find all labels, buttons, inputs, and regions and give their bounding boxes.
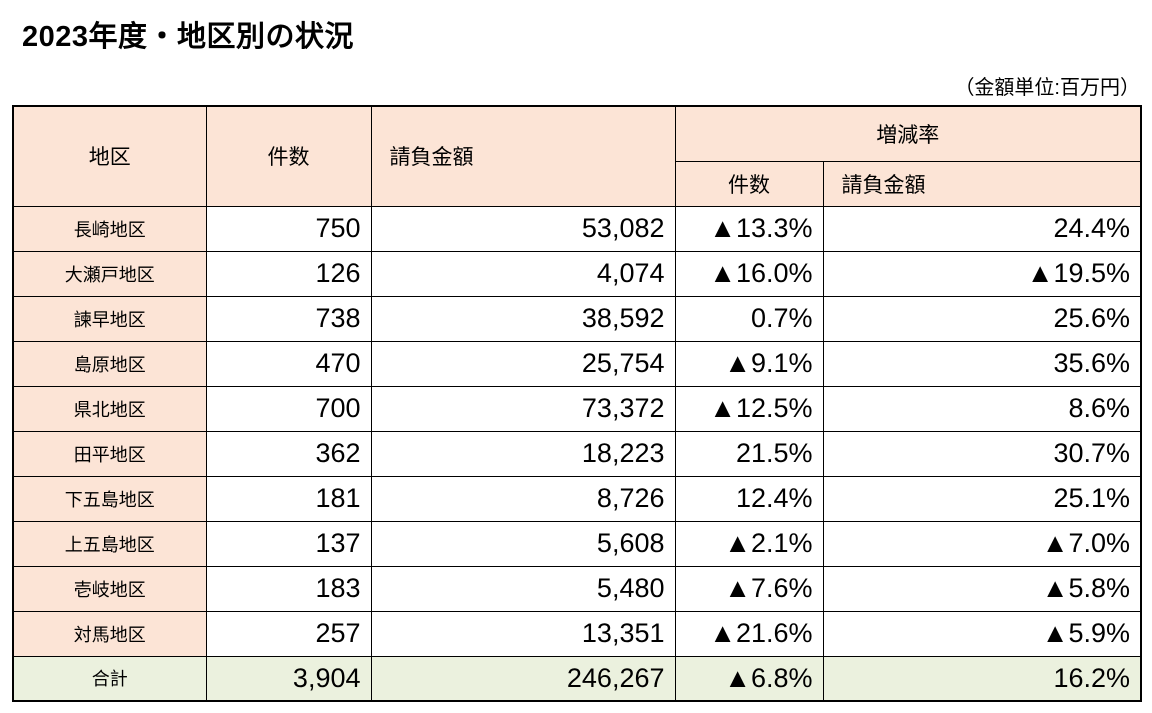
table-row: 長崎地区 750 53,082 ▲13.3% 24.4% bbox=[12, 205, 1142, 252]
cell-rate-count: 12.4% bbox=[674, 475, 824, 522]
table-row: 田平地区 362 18,223 21.5% 30.7% bbox=[12, 430, 1142, 477]
cell-total-rate-count: ▲6.8% bbox=[674, 655, 824, 702]
page-title: 2023年度・地区別の状況 bbox=[22, 21, 355, 53]
table-row: 対馬地区 257 13,351 ▲21.6% ▲5.9% bbox=[12, 610, 1142, 657]
cell-rate-count: ▲21.6% bbox=[674, 610, 824, 657]
cell-count: 470 bbox=[205, 340, 372, 387]
cell-rate-count: ▲13.3% bbox=[674, 205, 824, 252]
table-body: 長崎地区 750 53,082 ▲13.3% 24.4% 大瀬戸地区 126 4… bbox=[12, 205, 1142, 702]
cell-amount: 8,726 bbox=[370, 475, 676, 522]
table-row: 島原地区 470 25,754 ▲9.1% 35.6% bbox=[12, 340, 1142, 387]
cell-amount: 73,372 bbox=[370, 385, 676, 432]
cell-district: 壱岐地区 bbox=[12, 565, 207, 612]
cell-count: 700 bbox=[205, 385, 372, 432]
cell-rate-amount: 24.4% bbox=[822, 205, 1142, 252]
table-row: 諫早地区 738 38,592 0.7% 25.6% bbox=[12, 295, 1142, 342]
cell-rate-amount: ▲5.9% bbox=[822, 610, 1142, 657]
cell-total-count: 3,904 bbox=[205, 655, 372, 702]
cell-rate-amount: 8.6% bbox=[822, 385, 1142, 432]
cell-rate-amount: 30.7% bbox=[822, 430, 1142, 477]
cell-amount: 18,223 bbox=[370, 430, 676, 477]
cell-count: 181 bbox=[205, 475, 372, 522]
cell-rate-amount: 35.6% bbox=[822, 340, 1142, 387]
cell-rate-count: ▲12.5% bbox=[674, 385, 824, 432]
cell-count: 137 bbox=[205, 520, 372, 567]
table-row: 壱岐地区 183 5,480 ▲7.6% ▲5.8% bbox=[12, 565, 1142, 612]
cell-count: 126 bbox=[205, 250, 372, 297]
cell-district: 諫早地区 bbox=[12, 295, 207, 342]
cell-district: 島原地区 bbox=[12, 340, 207, 387]
cell-district: 上五島地区 bbox=[12, 520, 207, 567]
cell-rate-amount: ▲19.5% bbox=[822, 250, 1142, 297]
table-row: 上五島地区 137 5,608 ▲2.1% ▲7.0% bbox=[12, 520, 1142, 567]
header-district: 地区 bbox=[12, 105, 207, 207]
table-row: 大瀬戸地区 126 4,074 ▲16.0% ▲19.5% bbox=[12, 250, 1142, 297]
unit-note: （金額単位:百万円） bbox=[954, 77, 1140, 99]
cell-count: 257 bbox=[205, 610, 372, 657]
cell-district: 長崎地区 bbox=[12, 205, 207, 252]
cell-amount: 25,754 bbox=[370, 340, 676, 387]
cell-count: 362 bbox=[205, 430, 372, 477]
cell-total-label: 合計 bbox=[12, 655, 207, 702]
header-row-1: 地区 件数 請負金額 増減率 bbox=[12, 105, 1142, 207]
cell-rate-count: ▲9.1% bbox=[674, 340, 824, 387]
cell-count: 750 bbox=[205, 205, 372, 252]
cell-district: 大瀬戸地区 bbox=[12, 250, 207, 297]
cell-total-rate-amount: 16.2% bbox=[822, 655, 1142, 702]
cell-district: 対馬地区 bbox=[12, 610, 207, 657]
cell-count: 738 bbox=[205, 295, 372, 342]
cell-amount: 53,082 bbox=[370, 205, 676, 252]
cell-rate-amount: ▲5.8% bbox=[822, 565, 1142, 612]
header-amount: 請負金額 bbox=[370, 105, 676, 207]
cell-rate-amount: ▲7.0% bbox=[822, 520, 1142, 567]
table-header: 地区 件数 請負金額 増減率 件数 請負金額 bbox=[12, 105, 1142, 207]
header-row-2: 件数 請負金額 bbox=[13, 160, 1142, 207]
header-rate-group: 増減率 bbox=[674, 105, 1142, 162]
cell-amount: 38,592 bbox=[370, 295, 676, 342]
cell-district: 県北地区 bbox=[12, 385, 207, 432]
table-row: 下五島地区 181 8,726 12.4% 25.1% bbox=[12, 475, 1142, 522]
table-row: 県北地区 700 73,372 ▲12.5% 8.6% bbox=[12, 385, 1142, 432]
cell-district: 下五島地区 bbox=[12, 475, 207, 522]
cell-district: 田平地区 bbox=[12, 430, 207, 477]
cell-rate-amount: 25.6% bbox=[822, 295, 1142, 342]
cell-total-amount: 246,267 bbox=[370, 655, 676, 702]
cell-rate-count: 21.5% bbox=[674, 430, 824, 477]
cell-amount: 5,480 bbox=[370, 565, 676, 612]
header-rate-amount: 請負金額 bbox=[822, 160, 1142, 207]
cell-rate-count: ▲16.0% bbox=[674, 250, 824, 297]
cell-rate-count: ▲2.1% bbox=[674, 520, 824, 567]
header-count: 件数 bbox=[205, 105, 372, 207]
header-rate-count: 件数 bbox=[674, 160, 824, 207]
district-status-table: 地区 件数 請負金額 増減率 件数 請負金額 長崎地区 750 53,082 ▲… bbox=[12, 105, 1142, 702]
cell-rate-count: 0.7% bbox=[674, 295, 824, 342]
cell-count: 183 bbox=[205, 565, 372, 612]
cell-amount: 5,608 bbox=[370, 520, 676, 567]
cell-rate-count: ▲7.6% bbox=[674, 565, 824, 612]
cell-amount: 13,351 bbox=[370, 610, 676, 657]
cell-rate-amount: 25.1% bbox=[822, 475, 1142, 522]
cell-amount: 4,074 bbox=[370, 250, 676, 297]
total-row: 合計 3,904 246,267 ▲6.8% 16.2% bbox=[12, 655, 1142, 702]
